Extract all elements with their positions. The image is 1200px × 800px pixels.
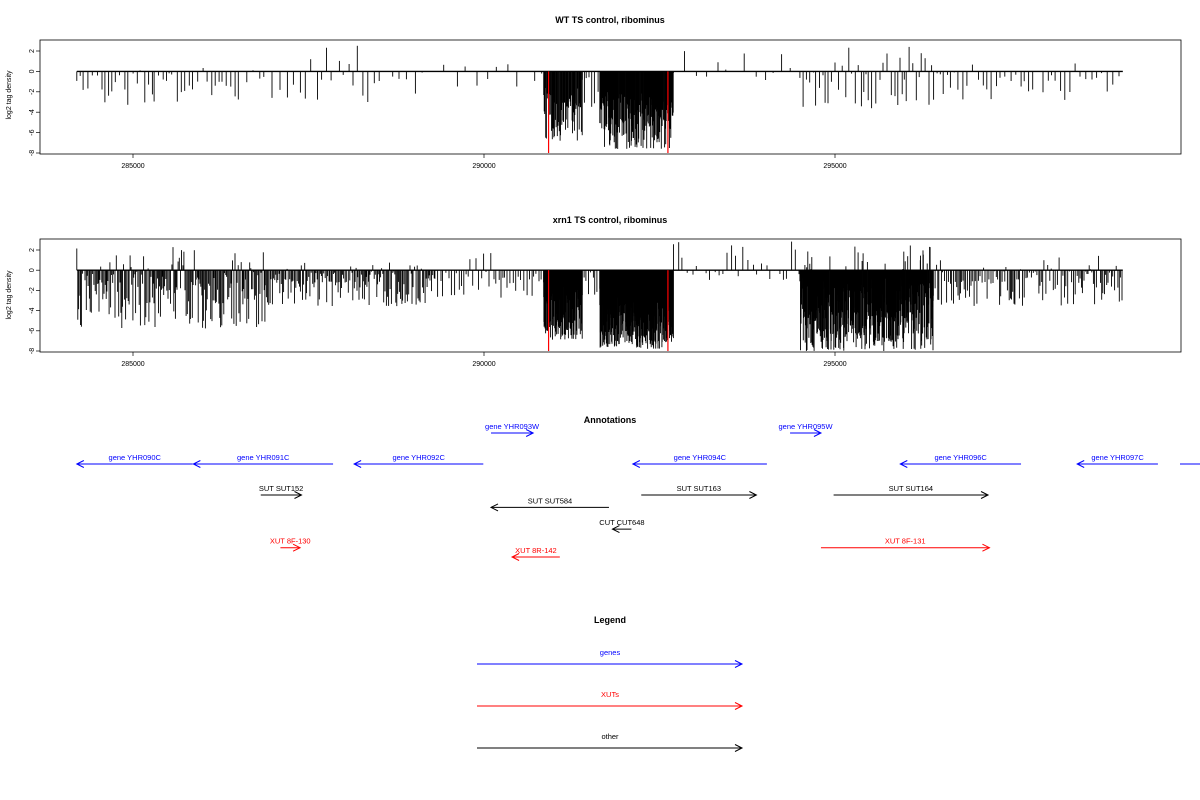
xrn1-panel-title: xrn1 TS control, ribominus	[553, 215, 668, 225]
legend-label: genes	[600, 648, 621, 657]
y-tick-label: -8	[29, 150, 36, 156]
annotation-arrow-head	[192, 460, 201, 468]
annotation-label: SUT SUT584	[528, 496, 572, 505]
y-tick-label: -4	[29, 109, 36, 115]
wt-plot-frame	[39, 39, 1182, 155]
annotation-label: CUT CUT648	[599, 518, 644, 527]
y-tick-label: -6	[29, 328, 36, 334]
annotation-label: gene YHR095W	[778, 422, 833, 431]
y-tick-label: 0	[29, 69, 36, 73]
legend-title: Legend	[594, 615, 626, 625]
legend: Legend genes XUTs other	[477, 615, 744, 752]
legend-arrow-head	[734, 702, 744, 710]
annotation-arrow-head	[75, 460, 85, 468]
y-tick-label: 2	[29, 49, 36, 53]
annotation-arrow-head	[631, 460, 641, 468]
legend-arrow-head	[734, 660, 744, 668]
annotations-title: Annotations	[584, 415, 637, 425]
annotation-arrow-head	[292, 543, 302, 552]
annotation-arrow-head	[899, 460, 908, 468]
wt-x-ticks: 285000 290000 295000	[121, 154, 847, 170]
legend-label: XUTs	[601, 690, 619, 699]
annotation-arrow-head	[813, 429, 823, 437]
xrn1-bars	[76, 241, 1123, 351]
annotation-arrow-head	[489, 503, 499, 512]
x-tick-label: 290000	[472, 163, 495, 170]
xrn1-panel: xrn1 TS control, ribominus log2 tag dens…	[6, 215, 1182, 368]
annotation-label: gene YHR091C	[237, 453, 290, 462]
xrn1-y-ticks: 2 0 -2 -4 -6 -8	[29, 248, 40, 354]
annotation-arrow-head	[980, 491, 990, 499]
annotation-label: XUT 8F-130	[270, 537, 311, 546]
wt-y-axis-label: log2 tag density	[6, 70, 13, 120]
annotation-label: SUT SUT164	[889, 484, 933, 493]
annotation-label: gene YHR093W	[485, 422, 540, 431]
annotation-label: gene YHR090C	[109, 453, 162, 462]
wt-panel-title: WT TS control, ribominus	[555, 15, 665, 25]
annotation-label: gene YHR094C	[674, 453, 727, 462]
annotation-arrow-head	[982, 543, 991, 552]
y-tick-label: 0	[29, 268, 36, 272]
x-tick-label: 285000	[121, 361, 144, 368]
x-tick-label: 295000	[823, 163, 846, 170]
y-tick-label: 2	[29, 248, 36, 252]
wt-panel: WT TS control, ribominus log2 tag densit…	[6, 15, 1182, 170]
annotation-label: SUT SUT163	[677, 484, 721, 493]
xrn1-x-ticks: 285000 290000 295000	[121, 352, 847, 368]
xrn1-y-axis-label: log2 tag density	[6, 270, 13, 320]
annotation-arrow-head	[525, 429, 535, 437]
xrn1-plot-frame	[39, 238, 1182, 353]
annotation-label: XUT 8R-142	[515, 546, 557, 555]
annotation-arrow-head	[353, 460, 362, 468]
legend-label: other	[601, 732, 619, 741]
annotation-items: gene YHR090C gene YHR091C gene YHR092C gene…	[75, 422, 1200, 561]
x-tick-label: 285000	[121, 163, 144, 170]
legend-items: genes XUTs other	[477, 648, 744, 752]
legend-arrow-head	[734, 744, 744, 752]
annotation-label: SUT SUT152	[259, 484, 303, 493]
annotation-label: gene YHR096C	[934, 453, 987, 462]
annotation-arrow-head	[611, 525, 620, 534]
wt-y-ticks: 2 0 -2 -4 -6 -8	[29, 49, 40, 156]
annotation-arrow-head	[1076, 460, 1085, 468]
x-tick-label: 290000	[472, 361, 495, 368]
y-tick-label: -8	[29, 348, 36, 354]
annotation-arrow-head	[749, 491, 758, 499]
annotations-track: Annotations gene YHR090C gene YHR091C gene…	[75, 415, 1200, 561]
annotation-label: gene YHR097C	[1091, 453, 1144, 462]
wt-bars	[76, 45, 1123, 153]
y-tick-label: -2	[29, 89, 36, 95]
x-tick-label: 295000	[823, 361, 846, 368]
annotation-arrow-head	[294, 491, 303, 499]
y-tick-label: -4	[29, 307, 36, 313]
y-tick-label: -2	[29, 287, 36, 293]
annotation-arrow-head	[510, 553, 520, 561]
annotation-label: XUT 8F-131	[885, 537, 926, 546]
annotation-label: gene YHR092C	[393, 453, 446, 462]
y-tick-label: -6	[29, 129, 36, 135]
